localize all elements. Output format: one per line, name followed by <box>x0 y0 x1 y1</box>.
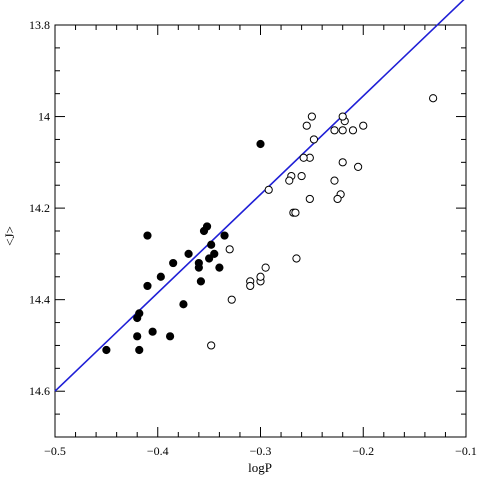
open-data-point <box>261 263 270 272</box>
open-data-point <box>246 281 255 291</box>
filled-data-point <box>102 345 111 355</box>
filled-data-point <box>202 222 212 231</box>
x-axis-label: logP <box>248 460 272 475</box>
open-data-point <box>309 135 319 144</box>
open-data-point <box>225 245 234 254</box>
open-data-point <box>348 126 358 135</box>
fit-line-group <box>54 0 465 392</box>
open-data-point <box>429 94 438 103</box>
x-tick-label: −0.3 <box>250 444 272 458</box>
fit-line <box>54 0 465 392</box>
filled-data-point <box>143 231 152 240</box>
y-tick-label: 14.2 <box>29 201 50 215</box>
open-data-point <box>307 112 316 121</box>
y-tick-label: 14.6 <box>29 384 50 398</box>
open-data-point <box>338 112 347 121</box>
open-data-point <box>330 176 339 185</box>
x-tick-label: −0.2 <box>352 444 374 458</box>
filled-data-point <box>133 332 142 341</box>
filled-data-point <box>210 249 219 258</box>
y-tick-labels: 13.8 14 14.2 14.4 14.6 <box>29 18 50 398</box>
open-data-point <box>291 208 300 217</box>
open-data-point <box>338 126 347 135</box>
open-data-point <box>305 194 314 204</box>
open-data-point <box>227 295 236 304</box>
filled-data-point <box>194 258 203 268</box>
filled-data-point <box>135 345 144 355</box>
data-points <box>102 94 438 355</box>
filled-data-point <box>165 332 175 341</box>
open-data-point <box>285 176 294 185</box>
open-data-point <box>256 272 265 281</box>
open-data-point <box>302 121 311 130</box>
x-tick-label: −0.1 <box>455 444 477 458</box>
y-axis-label: <J> <box>2 226 17 246</box>
filled-data-point <box>143 281 152 291</box>
x-tick-label: −0.5 <box>44 444 66 458</box>
open-data-point <box>292 254 301 263</box>
filled-data-point <box>220 231 229 240</box>
open-data-point <box>354 162 363 172</box>
filled-data-point <box>256 139 265 149</box>
open-data-point <box>338 158 347 167</box>
filled-data-point <box>156 272 165 281</box>
filled-data-point <box>184 249 193 258</box>
filled-data-point <box>215 263 224 272</box>
y-tick-label: 14.4 <box>29 293 50 307</box>
filled-data-point <box>135 309 144 318</box>
filled-data-point <box>207 240 216 249</box>
open-data-point <box>359 121 368 130</box>
x-tick-labels: −0.5 −0.4 −0.3 −0.2 −0.1 <box>44 444 477 458</box>
open-data-point <box>299 153 308 162</box>
open-data-point <box>264 185 273 194</box>
filled-data-point <box>196 277 206 286</box>
filled-data-point <box>205 254 214 263</box>
open-data-point <box>333 194 342 204</box>
open-data-point <box>207 341 216 350</box>
x-tick-label: −0.4 <box>147 444 169 458</box>
filled-data-point <box>169 258 178 268</box>
filled-data-point <box>179 300 188 309</box>
plot-frame <box>54 24 467 438</box>
filled-data-point <box>148 327 157 336</box>
open-data-point <box>330 126 339 135</box>
tick-marks <box>54 24 467 438</box>
open-data-point <box>297 171 306 181</box>
y-tick-label: 13.8 <box>29 18 50 32</box>
y-tick-label: 14 <box>38 110 50 124</box>
